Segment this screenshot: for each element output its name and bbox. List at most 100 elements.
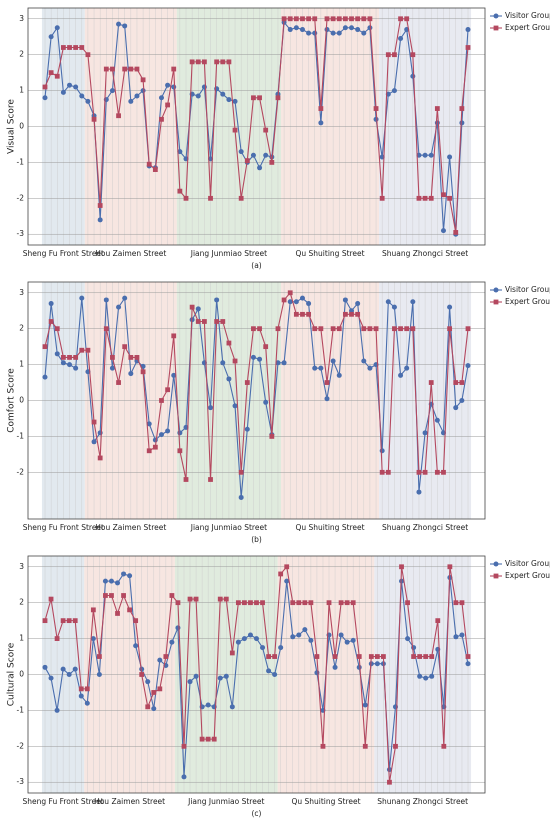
y-tick-label: -1 [17,431,25,440]
data-point [238,195,244,201]
data-point [244,380,250,385]
legend-marker [493,561,499,567]
data-point [368,654,374,659]
data-point [356,654,362,659]
panel-label: (b) [251,535,262,544]
data-point [362,702,368,708]
data-point [342,16,348,22]
y-tick-label: 1 [19,634,24,643]
data-point [146,421,152,427]
data-point [453,230,459,235]
data-point [226,340,232,346]
data-point [336,372,342,378]
data-point [422,469,428,475]
data-point [318,365,324,371]
data-point [385,469,391,475]
data-point [338,600,344,606]
data-point [60,355,66,360]
data-point [306,301,312,307]
data-point [73,84,79,90]
data-point [195,319,201,324]
data-point [133,643,139,649]
data-point [453,380,459,385]
data-point [423,654,429,659]
data-point [60,360,66,366]
data-point [385,52,391,58]
data-point [220,319,226,324]
data-point [109,88,115,94]
data-point [284,564,290,570]
data-point [229,704,235,710]
data-point [361,358,367,364]
data-point [103,297,109,303]
data-point [405,636,411,642]
data-point [115,611,120,616]
data-point [128,371,134,377]
data-point [287,27,293,33]
data-point [128,355,134,360]
data-point [459,120,465,126]
data-point [171,372,177,378]
data-point [171,333,177,339]
data-point [459,380,465,385]
series-line [44,291,469,480]
data-point [67,355,72,360]
data-point [429,654,435,659]
data-point [78,686,84,692]
data-point [84,700,90,706]
data-point [134,355,140,360]
data-point [263,152,269,158]
data-point [355,311,361,317]
data-point [447,564,453,570]
y-axis-label: Cultural Score [7,642,17,706]
data-point [115,580,121,586]
data-point [266,668,272,674]
data-point [330,16,336,22]
y-axis-label: Comfort Score [7,368,17,433]
legend-label: Expert Group [505,297,550,306]
data-point [183,424,189,430]
data-point [312,365,318,371]
data-point [42,374,48,380]
data-point [66,672,72,677]
data-point [410,299,416,305]
data-point [122,344,128,350]
data-point [302,600,308,606]
data-point [187,596,193,602]
data-point [183,195,189,201]
data-point [344,639,350,645]
data-point [199,736,205,742]
data-point [272,672,278,677]
data-point [355,27,361,33]
data-point [145,704,151,710]
data-point [214,59,220,65]
data-point [355,301,361,307]
data-point [361,30,367,36]
data-point [441,192,446,198]
data-point [278,645,284,651]
data-point [223,596,229,602]
y-tick-label: 2 [19,50,24,59]
y-tick-label: 1 [19,86,24,95]
data-point [159,398,164,403]
data-point [391,304,397,310]
data-point [103,593,108,598]
data-point [121,593,126,598]
data-point [108,578,114,584]
data-point [214,319,220,324]
data-point [447,304,453,310]
data-point [324,16,330,22]
legend-label: Visitor Group [505,11,550,20]
data-point [84,686,90,692]
data-point [145,679,151,685]
data-point [293,25,299,31]
data-point [232,98,238,104]
data-point [336,326,342,332]
data-point [392,326,397,332]
data-point [275,326,281,332]
data-point [96,672,102,677]
data-point [165,82,171,88]
data-point [284,578,290,584]
series-line [44,21,469,235]
data-point [85,98,91,104]
